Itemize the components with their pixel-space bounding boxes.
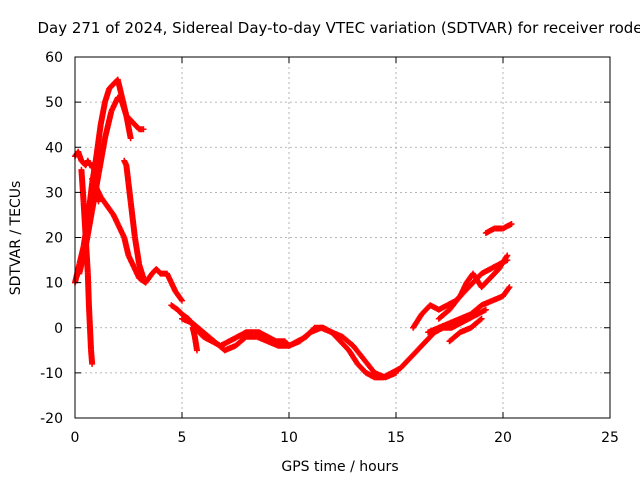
data-point: [504, 252, 511, 259]
data-trail: [143, 271, 155, 285]
data-trail: [415, 339, 429, 353]
data-point: [127, 135, 134, 142]
x-tick-label: 15: [387, 430, 405, 446]
data-point: [89, 360, 96, 367]
series-track-k: [425, 284, 513, 336]
data-trail: [297, 330, 313, 344]
series-track-i: [189, 324, 200, 354]
data-point: [478, 315, 485, 322]
data-point: [193, 347, 200, 354]
x-tick-label: 5: [178, 430, 187, 446]
chart-title: Day 271 of 2024, Sidereal Day-to-day VTE…: [37, 19, 640, 37]
data-trail: [355, 361, 369, 375]
data-point: [506, 284, 513, 291]
data-trail: [340, 334, 356, 348]
data-trail: [410, 312, 424, 330]
series-track-e: [89, 175, 185, 304]
x-tick-label: 25: [601, 430, 619, 446]
y-tick-label: 50: [45, 95, 63, 111]
data-trail: [115, 95, 125, 105]
x-tick-label: 20: [494, 430, 512, 446]
data-trail: [180, 311, 191, 321]
data-trail: [436, 307, 452, 321]
data-trail: [107, 81, 116, 91]
data-trail: [233, 334, 249, 348]
data-trail: [85, 158, 93, 168]
data-trail: [488, 267, 501, 281]
y-tick-label: -10: [40, 366, 63, 382]
y-tick-label: 20: [45, 231, 63, 247]
series-track-m: [482, 220, 515, 236]
data-trail: [201, 330, 217, 344]
data-trail: [121, 158, 129, 168]
data-trail: [169, 302, 180, 312]
data-trail: [128, 118, 138, 127]
data-trail: [406, 348, 420, 362]
data-trail: [82, 208, 95, 249]
y-tick-label: 40: [45, 140, 63, 156]
data-point: [482, 306, 489, 313]
data-trail: [346, 348, 360, 366]
data-point: [179, 297, 185, 304]
x-tick-label: 0: [71, 430, 80, 446]
x-tick-label: 10: [280, 430, 298, 446]
axis-ticks: 0 5 10 15 20 25 -20 -10 0 10 20 30 40 50 60: [40, 50, 619, 446]
data-trail: [190, 321, 206, 335]
data-trail: [95, 136, 108, 176]
data-trail: [84, 272, 92, 307]
series-track-f: [121, 157, 147, 282]
data-trail: [104, 204, 116, 217]
data-trail: [479, 276, 493, 290]
data-point: [508, 220, 515, 227]
series-track-h: [179, 315, 399, 381]
y-tick-label: -20: [40, 411, 63, 427]
data-trail: [496, 253, 510, 271]
data-trail: [132, 122, 142, 132]
data-trail: [423, 330, 437, 344]
data-trail: [447, 330, 463, 344]
data-trail: [470, 271, 484, 289]
data-point: [140, 275, 147, 282]
data-point: [140, 126, 147, 133]
data-trail: [93, 123, 104, 158]
data-trail: [173, 289, 185, 303]
data-trail: [398, 357, 411, 371]
data-trail: [361, 357, 377, 375]
data-point: [393, 369, 399, 376]
data-trail: [447, 294, 463, 312]
data-trail: [338, 339, 351, 353]
data-trail: [468, 303, 484, 317]
data-points: [72, 76, 515, 381]
x-axis-label: GPS time / hours: [281, 459, 398, 475]
y-tick-label: 30: [45, 185, 63, 201]
data-trail: [127, 199, 138, 240]
data-trail: [154, 266, 163, 276]
data-trail: [175, 307, 185, 317]
series-track-l: [435, 252, 511, 322]
data-trail: [78, 168, 87, 203]
data-trail: [98, 195, 110, 208]
y-axis-label: SDTVAR / TECUs: [8, 181, 24, 296]
y-tick-label: 0: [54, 321, 63, 337]
data-trail: [500, 285, 512, 299]
data-trail: [351, 343, 367, 362]
data-trail: [468, 316, 484, 330]
grid: [75, 57, 610, 418]
series-track-n: [446, 315, 485, 345]
y-tick-label: 10: [45, 276, 63, 292]
y-tick-label: 60: [45, 50, 63, 66]
